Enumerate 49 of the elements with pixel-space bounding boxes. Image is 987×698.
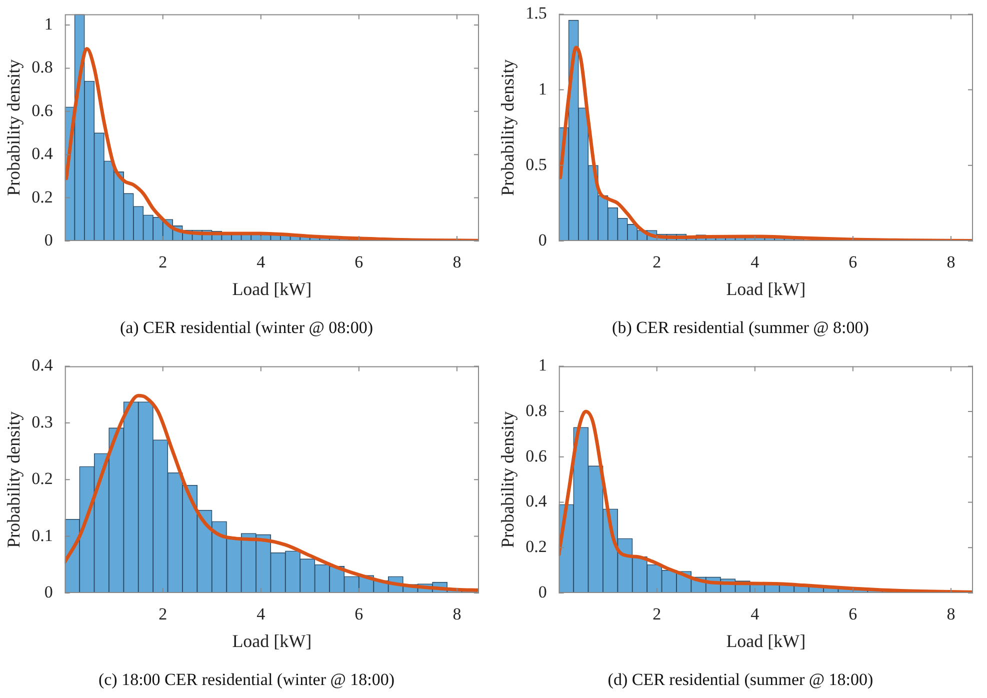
text: (d) CER residential (summer @ 18:00) [606, 670, 874, 690]
y-tick-label: 1 [538, 79, 547, 98]
x-tick-label: 2 [158, 252, 168, 272]
x-axis-title: Load [kW] [726, 278, 806, 299]
x-axis-title: Load [kW] [232, 630, 312, 651]
y-tick-label: 0.3 [32, 412, 53, 432]
x-axis-title: Load [kW] [726, 630, 806, 651]
x-tick-label: 6 [354, 604, 364, 624]
y-tick-label: 0.6 [32, 100, 53, 120]
y-axis-title: Probability density [4, 411, 24, 548]
y-tick-label: 0 [44, 582, 53, 602]
y-tick-label: 0.5 [526, 154, 547, 174]
x-tick-label: 4 [256, 604, 266, 624]
x-tick-label: 8 [946, 604, 956, 624]
y-axis-title: Probability density [498, 59, 518, 196]
x-tick-label: 4 [256, 252, 266, 272]
x-tick-label: 6 [848, 604, 858, 624]
text: (c) 18:00 CER residential (winter @ 18:00) [97, 670, 396, 690]
x-tick-label: 2 [652, 252, 662, 272]
y-tick-label: 0.2 [526, 537, 547, 556]
y-tick-label: 1 [44, 14, 53, 34]
y-axis-title: Probability density [498, 411, 518, 548]
x-tick-label: 8 [946, 252, 956, 272]
x-tick-label: 2 [652, 604, 662, 624]
x-tick-label: 6 [848, 252, 858, 272]
x-tick-label: 8 [452, 604, 462, 624]
y-tick-label: 0.4 [526, 492, 548, 511]
y-tick-label: 0.8 [526, 401, 547, 420]
x-tick-label: 8 [452, 252, 462, 272]
x-tick-label: 4 [750, 604, 760, 624]
y-tick-label: 0.1 [32, 526, 53, 545]
y-tick-label: 0 [538, 582, 547, 602]
y-axis-title: Probability density [4, 59, 24, 196]
x-axis-title: Load [kW] [232, 278, 312, 299]
y-tick-label: 0 [538, 230, 547, 250]
x-tick-label: 2 [158, 604, 168, 624]
y-tick-label: 0.4 [32, 144, 54, 164]
y-tick-label: 0.2 [32, 469, 53, 488]
y-tick-label: 0 [44, 230, 53, 250]
x-tick-label: 6 [354, 252, 364, 272]
x-tick-label: 4 [750, 252, 760, 272]
y-tick-label: 0.6 [526, 446, 547, 466]
y-tick-label: 0.2 [32, 187, 53, 206]
y-tick-label: 1 [538, 356, 547, 375]
y-tick-label: 0.4 [32, 356, 54, 375]
y-tick-label: 1.5 [526, 4, 547, 23]
y-tick-label: 0.8 [32, 58, 53, 77]
text: (b) CER residential (summer @ 8:00) [611, 318, 870, 338]
text: (a) CER residential (winter @ 08:00) [118, 318, 374, 338]
